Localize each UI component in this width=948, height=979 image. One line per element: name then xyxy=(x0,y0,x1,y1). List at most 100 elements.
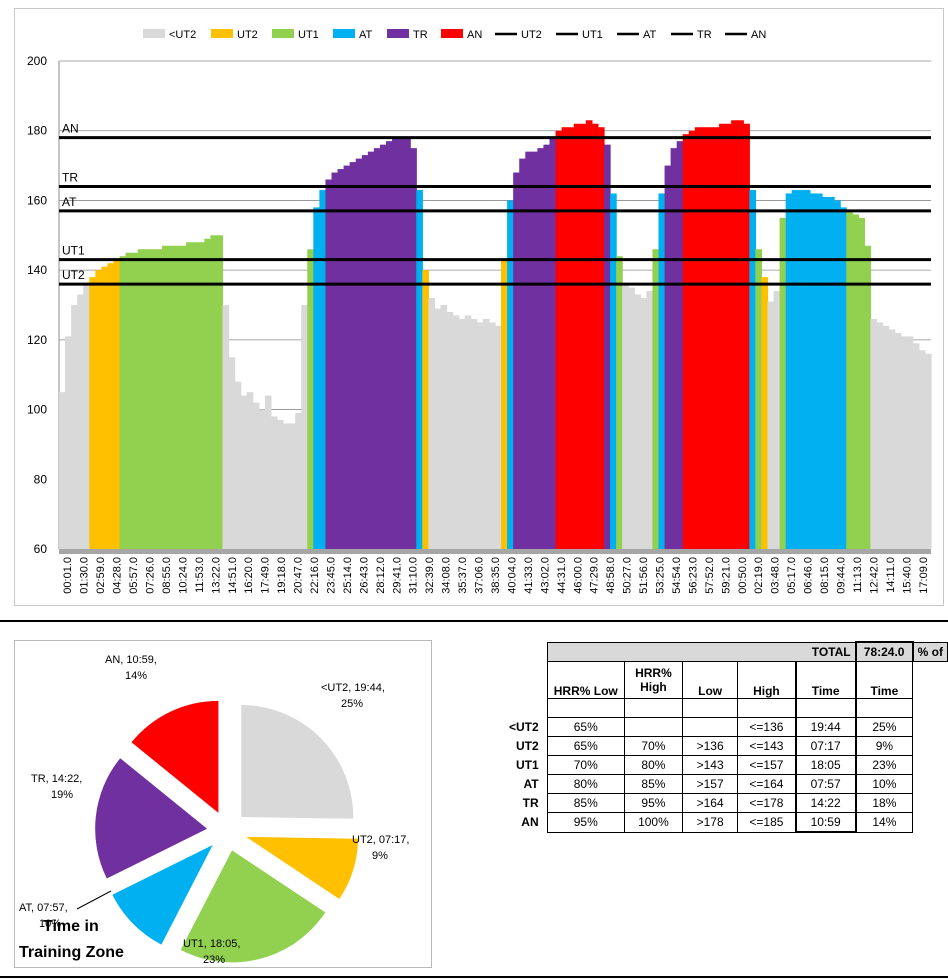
hr-bar xyxy=(476,322,484,549)
pie-slice-label: AN, 10:59, xyxy=(105,654,157,666)
pie-slice-percent: 25% xyxy=(341,698,363,710)
pie-slice xyxy=(241,705,354,819)
hr-bar xyxy=(767,301,775,549)
hr-bar xyxy=(313,207,320,549)
hr-bar xyxy=(307,249,314,550)
hr-bar xyxy=(404,137,411,549)
hr-bar xyxy=(537,148,545,549)
x-tick-label: 17:09.0 xyxy=(918,557,930,594)
hr-bar xyxy=(240,395,248,549)
x-tick-label: 19:18.0 xyxy=(276,557,288,594)
hr-bar xyxy=(622,284,629,549)
hr-bar xyxy=(452,315,460,549)
hr-bar xyxy=(495,325,502,549)
hr-bar xyxy=(713,127,720,549)
hr-bar xyxy=(234,381,242,549)
x-tick-label: 09:44.0 xyxy=(836,557,848,594)
hr-bar xyxy=(846,210,853,549)
row-hrr-high: 95% xyxy=(623,793,683,813)
hr-bar xyxy=(464,315,472,549)
hr-bar xyxy=(246,392,254,549)
hr-bar xyxy=(604,144,611,549)
x-tick-label: 03:48.0 xyxy=(770,557,782,594)
hr-bar xyxy=(870,318,878,549)
table-spacer-row xyxy=(499,698,948,718)
header-hrr-high: HRR% High xyxy=(623,661,683,699)
pie-slice xyxy=(131,700,219,813)
x-tick-label: 43:02.0 xyxy=(539,557,551,594)
row-time: 07:17 xyxy=(794,736,857,756)
table-row: UT1 70% 80% >143 <=157 18:05 23% xyxy=(499,755,948,775)
hr-bar xyxy=(591,123,599,550)
hr-bar xyxy=(882,325,890,549)
hr-bar xyxy=(440,305,448,549)
section-divider xyxy=(0,620,948,622)
threshold-label: AT xyxy=(62,195,77,209)
pie-slice xyxy=(246,836,359,899)
legend-swatch xyxy=(441,29,463,38)
hr-bar xyxy=(561,127,569,549)
x-tick-label: 14:51.0 xyxy=(227,557,239,594)
x-tick-label: 13:22.0 xyxy=(210,557,222,594)
pie-slice xyxy=(95,758,208,879)
legend-swatch xyxy=(143,29,165,38)
header-high: High xyxy=(737,661,797,699)
x-tick-label: 10:24.0 xyxy=(177,557,189,594)
x-tick-label: 31:10.0 xyxy=(408,557,420,594)
row-zone-label: AN xyxy=(521,815,539,830)
hr-bar xyxy=(446,311,454,549)
x-tick-label: 40:04.0 xyxy=(506,557,518,594)
hr-bar xyxy=(301,305,308,549)
x-tick-label: 37:06.0 xyxy=(474,557,486,594)
row-zone-label: AT xyxy=(523,777,539,791)
x-tick-label: 16:20.0 xyxy=(243,557,255,594)
x-tick-label: 04:28.0 xyxy=(112,557,124,594)
x-tick-label: 08:55.0 xyxy=(161,557,173,594)
hr-bar xyxy=(180,245,187,550)
hr-bar xyxy=(59,392,66,549)
hr-bar xyxy=(858,217,865,550)
hr-bar xyxy=(264,395,272,549)
pie-slice-label: UT1, 18:05, xyxy=(183,938,240,950)
header-hrr-low: HRR% Low xyxy=(546,661,625,699)
hr-bar xyxy=(616,256,623,549)
pie-slice xyxy=(112,845,213,945)
x-tick-label: 14:11.0 xyxy=(885,557,897,593)
hr-bar xyxy=(125,252,133,549)
heart-rate-chart: <UT2 UT2 UT1 AT TR AN UT2 UT1 AT TR AN 60 80 100 120 14… xyxy=(14,8,944,606)
x-tick-label: 35:37.0 xyxy=(457,557,469,594)
hr-bar xyxy=(706,127,714,549)
hr-bar xyxy=(174,245,181,550)
hr-bar xyxy=(749,189,756,549)
hr-bar xyxy=(634,294,641,549)
legend-label: <UT2 xyxy=(169,29,196,41)
hr-bar xyxy=(434,308,442,549)
heart-rate-chart-svg: <UT2 UT2 UT1 AT TR AN UT2 UT1 AT TR AN 60 80 100 120 14… xyxy=(27,29,932,594)
row-hrr-low: 85% xyxy=(546,793,625,813)
hr-bar xyxy=(319,189,327,549)
y-tick-label: 180 xyxy=(27,124,47,138)
hr-bar xyxy=(507,200,514,549)
hr-bar xyxy=(392,137,399,549)
y-tick-label: 120 xyxy=(27,333,47,347)
hr-bar xyxy=(646,291,654,549)
row-time: 07:57 xyxy=(794,774,857,794)
hr-bar xyxy=(422,270,429,549)
row-high: <=185 xyxy=(737,812,797,833)
pie-chart-svg: <UT2, 19:44, 25% UT2, 07:17, 9% UT1, 18:05, 2… xyxy=(19,654,409,966)
x-axis-bar xyxy=(59,549,931,554)
row-pct: 23% xyxy=(855,755,914,775)
x-tick-label: 50:27.0 xyxy=(622,557,634,594)
hr-bar xyxy=(89,277,96,549)
row-zone-label: TR xyxy=(522,796,539,810)
hr-bar xyxy=(700,127,708,549)
x-tick-label: 26:43.0 xyxy=(358,557,370,594)
hr-bar xyxy=(373,148,381,549)
row-time: 14:22 xyxy=(794,793,857,813)
row-hrr-high: 70% xyxy=(623,736,683,756)
x-tick-label: 29:41.0 xyxy=(391,557,403,594)
hr-bar xyxy=(664,165,672,549)
hr-bar xyxy=(918,350,926,549)
hr-bar xyxy=(761,277,769,549)
pie-slice-percent: 14% xyxy=(125,670,147,682)
